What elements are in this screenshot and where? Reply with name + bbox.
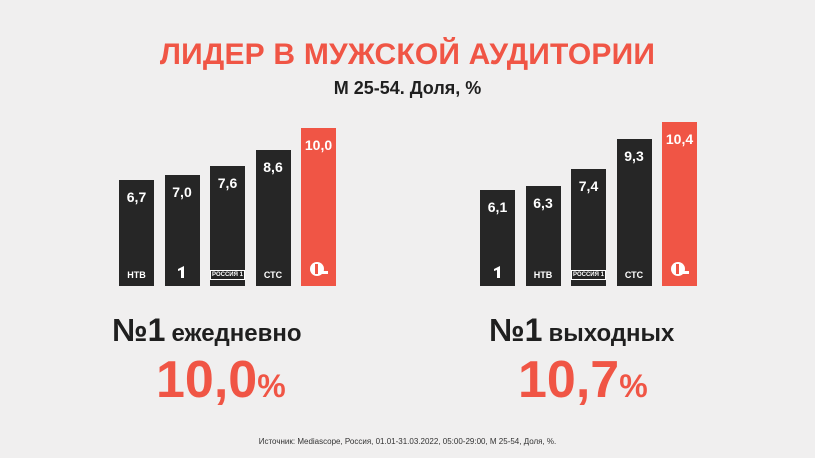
bar-value-label: 10,0 bbox=[304, 137, 333, 153]
page-title: ЛИДЕР В МУЖСКОЙ АУДИТОРИИ bbox=[159, 38, 656, 71]
page-subtitle: М 25-54. Доля, % bbox=[333, 78, 482, 98]
bar-value-label: 7,6 bbox=[217, 175, 238, 191]
bar-rentv: 10,4 bbox=[662, 122, 697, 286]
bar-value-label: 10,4 bbox=[665, 131, 694, 147]
bar-value-label: 8,6 bbox=[263, 159, 283, 175]
right-label: выходных bbox=[548, 320, 675, 347]
bar-perviy: 6,1 bbox=[480, 190, 515, 286]
sts-logo: СТС bbox=[624, 270, 644, 280]
right-headline: №1 выходных bbox=[489, 312, 674, 349]
rentv-logo bbox=[662, 260, 697, 280]
right-value: 10,7 bbox=[518, 351, 620, 409]
left-headline: №1 ежедневно bbox=[112, 312, 302, 349]
left-big-value: 10,0% bbox=[156, 350, 286, 410]
bar-rossiya1: 7,4 РОССИЯ 1 bbox=[571, 169, 606, 286]
right-unit: % bbox=[619, 368, 648, 404]
bar-value-label: 6,3 bbox=[533, 195, 553, 211]
perviy-logo bbox=[480, 266, 515, 280]
bar-sts: 9,3 СТС bbox=[616, 139, 652, 286]
left-unit: % bbox=[257, 368, 286, 404]
rossiya1-logo: РОССИЯ 1 bbox=[571, 270, 606, 280]
left-bar-chart: 6,7 НТВ 7,0 7,6 РОССИЯ 1 8,6 СТС 10,0 bbox=[119, 120, 339, 286]
left-label: ежедневно bbox=[171, 320, 302, 347]
ntv-logo: НТВ bbox=[127, 270, 146, 280]
perviy-logo bbox=[165, 266, 200, 280]
ntv-logo: НТВ bbox=[533, 270, 553, 280]
bar-ntv: 6,7 НТВ bbox=[119, 180, 154, 286]
bar-value-label: 7,0 bbox=[172, 184, 192, 200]
right-bar-chart: 6,1 6,3 НТВ 7,4 РОССИЯ 1 9,3 СТС 10,4 bbox=[480, 120, 700, 286]
bar-sts: 8,6 СТС bbox=[255, 150, 291, 286]
bar-value-label: 7,4 bbox=[578, 178, 599, 194]
left-value: 10,0 bbox=[156, 351, 258, 409]
bar-value-label: 6,7 bbox=[126, 189, 147, 205]
rossiya1-logo: РОССИЯ 1 bbox=[210, 270, 245, 280]
source-footnote: Источник: Mediascope, Россия, 01.01-31.0… bbox=[258, 437, 557, 446]
rentv-logo bbox=[301, 260, 336, 280]
bar-rentv: 10,0 bbox=[301, 128, 336, 286]
right-rank: №1 bbox=[489, 312, 543, 348]
bar-ntv: 6,3 НТВ bbox=[525, 186, 561, 286]
left-rank: №1 bbox=[112, 312, 166, 348]
sts-logo: СТС bbox=[263, 270, 283, 280]
bar-value-label: 9,3 bbox=[624, 148, 644, 164]
bar-value-label: 6,1 bbox=[487, 199, 508, 215]
right-big-value: 10,7% bbox=[518, 350, 648, 410]
bar-perviy: 7,0 bbox=[164, 175, 200, 286]
bar-rossiya1: 7,6 РОССИЯ 1 bbox=[210, 166, 245, 286]
